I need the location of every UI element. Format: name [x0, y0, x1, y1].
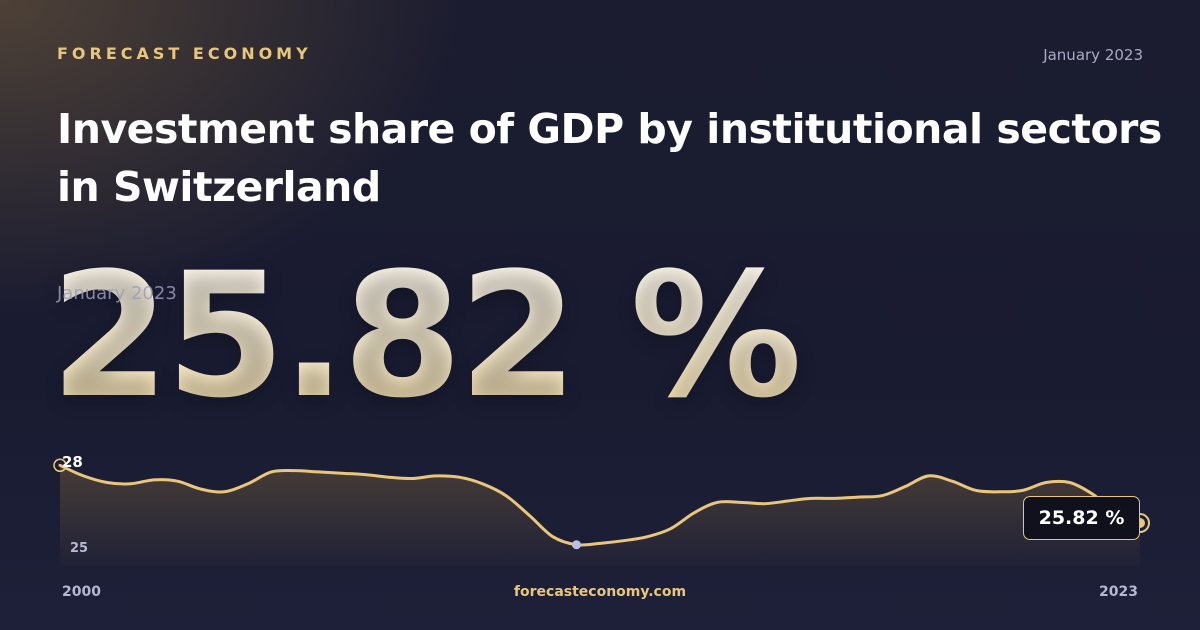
- y-tick-label-high: 28: [62, 453, 83, 471]
- last-value-badge: 25.82 %: [1023, 496, 1140, 540]
- site-url[interactable]: forecasteconomy.com: [513, 584, 687, 600]
- series-start-marker: [53, 458, 67, 473]
- series-min-marker: [572, 540, 582, 550]
- x-tick-label-end: 2023: [1099, 584, 1138, 600]
- trend-chart: 28 25: [53, 453, 1150, 565]
- brand-name: FORECAST ECONOMY: [57, 44, 312, 63]
- chart-area-fill: [60, 465, 1140, 565]
- x-tick-label-start: 2000: [62, 584, 101, 600]
- y-tick-label-low: 25: [70, 541, 88, 556]
- headline-date: January 2023: [57, 283, 177, 304]
- page-title: Investment share of GDP by institutional…: [57, 105, 1162, 211]
- headline-value: 25.82 %: [50, 235, 802, 436]
- header-date: January 2023: [1043, 46, 1143, 64]
- chart-series-line: [58, 463, 1142, 547]
